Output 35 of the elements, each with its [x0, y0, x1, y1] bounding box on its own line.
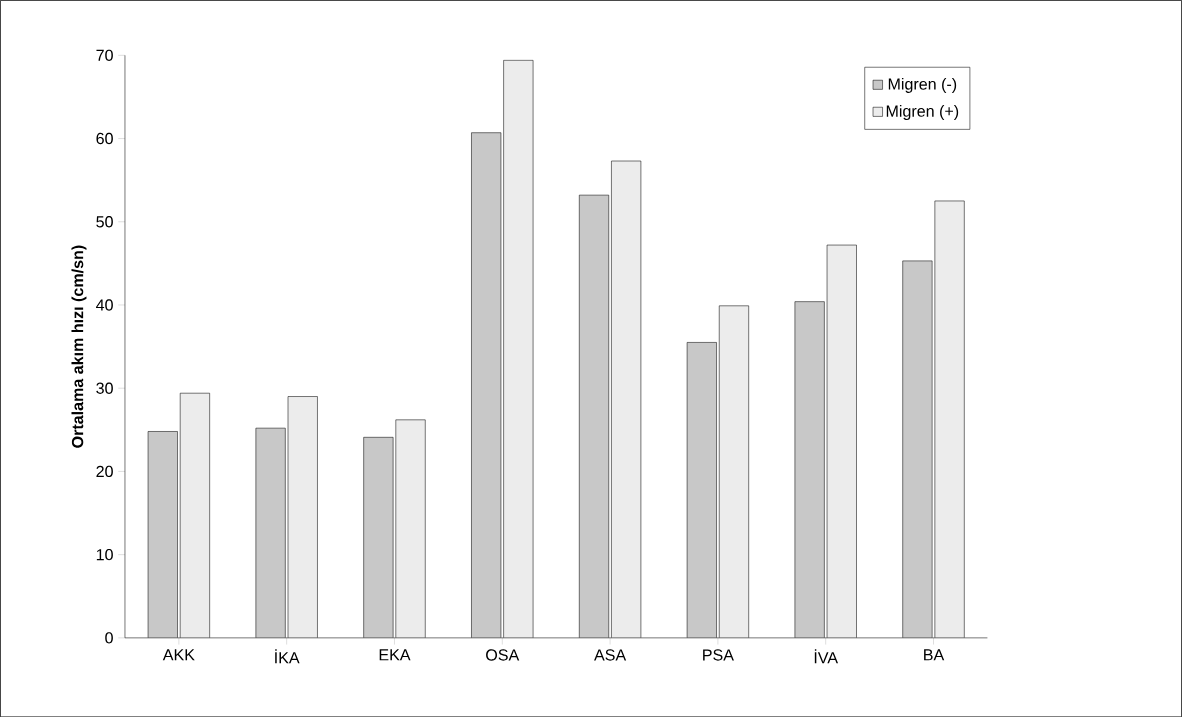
y-tick-label: 50 [96, 215, 113, 228]
x-tick-label: OSA [486, 649, 520, 661]
x-tick-label: EKA [379, 649, 411, 661]
bar [902, 260, 933, 638]
bar [288, 396, 318, 638]
y-axis-title: Ortalama akım hızı (cm/sn) [71, 245, 87, 448]
bar [794, 301, 825, 638]
y-tick-label: 40 [96, 299, 113, 311]
y-tick-label: 70 [96, 49, 113, 61]
y-tick-label: 60 [96, 132, 113, 145]
bar [395, 419, 426, 638]
bar [255, 428, 286, 638]
y-tick-label: 0 [105, 632, 113, 644]
bar [719, 305, 749, 638]
y-tick-label: 10 [96, 548, 113, 561]
x-tick-label: ASA [594, 649, 627, 661]
bar [148, 431, 178, 638]
x-tick-label: BA [924, 649, 945, 661]
y-tick-label: 30 [96, 382, 113, 394]
bar [579, 194, 609, 638]
bar [687, 342, 717, 638]
bar [934, 200, 965, 638]
y-tick-label: 20 [96, 465, 113, 477]
x-tick-label: İVA [814, 649, 839, 664]
bar [611, 160, 641, 638]
x-tick-label: AKK [162, 649, 195, 661]
bar [363, 437, 394, 638]
bar [471, 132, 501, 638]
x-tick-label: PSA [703, 649, 734, 661]
legend-label: Migren (+) [886, 104, 959, 120]
legend-label: Migren (-) [888, 77, 957, 93]
x-tick-label: İKA [275, 649, 300, 664]
bar [503, 60, 534, 638]
bar [180, 393, 210, 638]
bar [827, 244, 857, 638]
